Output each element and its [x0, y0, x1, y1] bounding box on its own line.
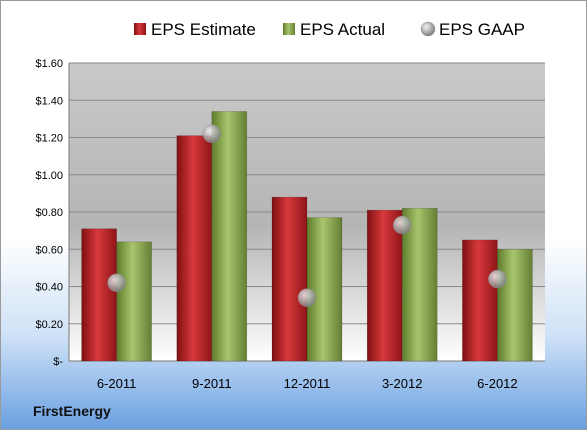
legend-marker [283, 23, 295, 35]
bar-eps-estimate [462, 239, 498, 362]
y-tick-label: $0.80 [35, 207, 63, 219]
legend-item: EPS Estimate [134, 20, 256, 39]
point-eps-gaap [297, 288, 317, 307]
y-tick-label: $1.20 [35, 133, 63, 145]
bar-eps-estimate [366, 209, 403, 362]
y-tick-label: $0.60 [35, 244, 63, 256]
y-tick-label: $1.60 [35, 58, 63, 70]
legend-marker [420, 21, 436, 37]
legend-label: EPS GAAP [439, 20, 525, 39]
legend: EPS Estimate EPS Actual EPS GAAP [134, 20, 525, 39]
y-tick-label: $1.40 [35, 95, 63, 107]
legend-label: EPS Estimate [151, 20, 256, 39]
x-tick-label: 12-2011 [284, 376, 331, 391]
bar-eps-actual [401, 208, 438, 362]
bars [81, 111, 533, 362]
x-tick-label: 3-2012 [382, 376, 422, 391]
bar-eps-estimate [81, 228, 117, 362]
legend-label: EPS Actual [300, 20, 385, 39]
x-tick-label: 9-2011 [192, 376, 232, 391]
y-tick-label: $0.20 [35, 319, 63, 331]
legend-item: EPS GAAP [420, 20, 525, 39]
y-tick-label: $1.00 [35, 170, 63, 182]
point-eps-gaap [202, 124, 222, 144]
gaap-points [107, 124, 507, 307]
point-eps-gaap [392, 215, 412, 235]
bar-eps-actual [211, 111, 248, 362]
x-tick-label: 6-2011 [97, 376, 137, 391]
legend-item: EPS Actual [283, 20, 385, 39]
bar-eps-actual [116, 241, 152, 362]
y-axis: $- $0.20 $0.40 $0.60 $0.80 $1.00 $1.20 $1.40 $1.… [35, 58, 545, 368]
legend-marker [134, 23, 146, 35]
bar-eps-estimate [176, 135, 213, 362]
x-tick-label: 6-2012 [477, 376, 517, 391]
y-tick-label: $- [53, 356, 63, 368]
y-tick-label: $0.40 [35, 282, 63, 294]
x-axis: 6-2011 9-2011 12-2011 3-2012 6-2012 [97, 376, 518, 391]
point-eps-gaap [107, 273, 126, 293]
bar-eps-actual [306, 217, 343, 362]
bar-eps-actual [497, 249, 533, 362]
bar-eps-estimate [271, 196, 308, 362]
company-name: FirstEnergy [33, 403, 111, 419]
point-eps-gaap [488, 269, 507, 289]
